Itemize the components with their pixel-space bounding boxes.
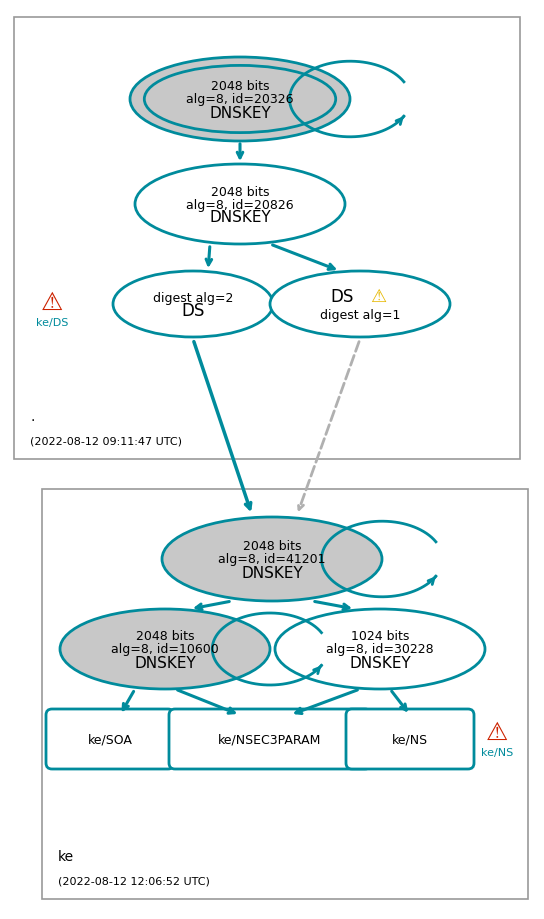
Text: DNSKEY: DNSKEY: [241, 565, 303, 580]
Text: digest alg=2: digest alg=2: [153, 291, 233, 305]
Ellipse shape: [270, 272, 450, 337]
Text: ⚠: ⚠: [486, 720, 508, 744]
Text: 2048 bits: 2048 bits: [211, 186, 269, 199]
Text: ke/NS: ke/NS: [481, 747, 513, 757]
Text: 2048 bits: 2048 bits: [136, 630, 194, 642]
FancyBboxPatch shape: [46, 709, 174, 769]
Ellipse shape: [135, 165, 345, 244]
Text: alg=8, id=30228: alg=8, id=30228: [326, 642, 434, 656]
Text: ⚠: ⚠: [41, 290, 63, 314]
Text: ⚠: ⚠: [370, 288, 386, 306]
Text: ke/DS: ke/DS: [36, 318, 68, 328]
Text: DNSKEY: DNSKEY: [134, 655, 196, 670]
FancyBboxPatch shape: [42, 490, 528, 899]
Text: alg=8, id=20326: alg=8, id=20326: [186, 94, 294, 107]
Ellipse shape: [162, 517, 382, 601]
Text: DNSKEY: DNSKEY: [209, 210, 271, 225]
Text: 2048 bits: 2048 bits: [243, 540, 301, 553]
FancyBboxPatch shape: [14, 18, 520, 460]
Text: DS: DS: [330, 288, 354, 306]
Text: DNSKEY: DNSKEY: [349, 655, 411, 670]
Ellipse shape: [275, 609, 485, 689]
Text: 1024 bits: 1024 bits: [351, 630, 409, 642]
Text: alg=8, id=41201: alg=8, id=41201: [218, 553, 326, 566]
Text: alg=8, id=10600: alg=8, id=10600: [111, 642, 219, 656]
Text: (2022-08-12 12:06:52 UTC): (2022-08-12 12:06:52 UTC): [58, 875, 210, 885]
Text: ke/NSEC3PARAM: ke/NSEC3PARAM: [218, 732, 322, 745]
FancyBboxPatch shape: [346, 709, 474, 769]
Ellipse shape: [130, 58, 350, 142]
Text: digest alg=1: digest alg=1: [320, 308, 400, 321]
Text: ke/NS: ke/NS: [392, 732, 428, 745]
FancyBboxPatch shape: [169, 709, 371, 769]
Text: DNSKEY: DNSKEY: [209, 106, 271, 120]
Text: 2048 bits: 2048 bits: [211, 80, 269, 94]
Ellipse shape: [60, 609, 270, 689]
Text: (2022-08-12 09:11:47 UTC): (2022-08-12 09:11:47 UTC): [30, 436, 182, 446]
Ellipse shape: [144, 66, 336, 133]
Text: alg=8, id=20826: alg=8, id=20826: [186, 199, 294, 211]
Text: DS: DS: [181, 302, 205, 320]
Text: ke: ke: [58, 849, 74, 863]
Ellipse shape: [113, 272, 273, 337]
Text: ke/SOA: ke/SOA: [88, 732, 132, 745]
Text: .: .: [30, 410, 34, 424]
